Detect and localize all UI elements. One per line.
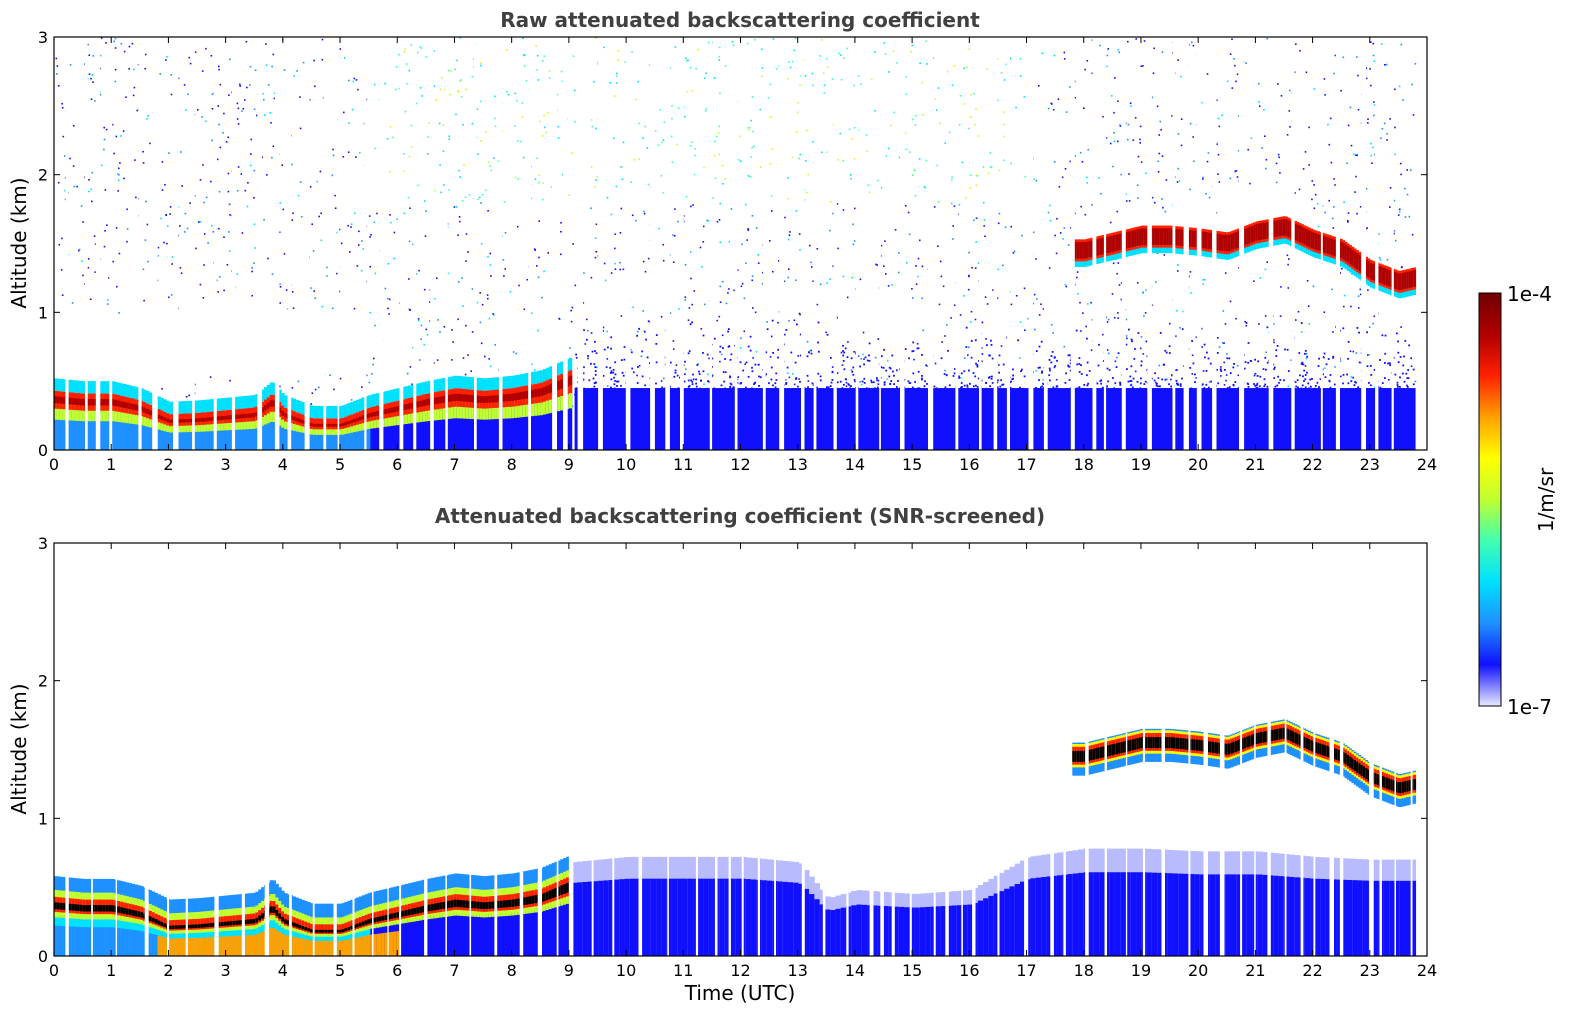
raw-y-axis-label: Altitude (km) bbox=[7, 177, 31, 308]
raw-panel-title: Raw attenuated backscattering coefficien… bbox=[500, 8, 980, 32]
x-tick-label: 23 bbox=[1360, 455, 1380, 474]
screened-cloud-layer bbox=[1072, 719, 1417, 808]
x-tick-label: 21 bbox=[1245, 455, 1265, 474]
x-tick-label: 1 bbox=[106, 961, 116, 980]
raw-heatmap-area bbox=[54, 37, 1427, 450]
x-tick-label: 16 bbox=[959, 455, 979, 474]
x-tick-label: 10 bbox=[616, 961, 636, 980]
raw-backscatter-panel: Raw attenuated backscattering coefficien… bbox=[7, 8, 1437, 474]
screened-low-signal-region bbox=[571, 848, 1417, 956]
x-tick-label: 10 bbox=[616, 455, 636, 474]
x-tick-label: 9 bbox=[564, 961, 574, 980]
x-tick-label: 20 bbox=[1188, 455, 1208, 474]
x-tick-label: 0 bbox=[49, 455, 59, 474]
x-tick-label: 9 bbox=[564, 455, 574, 474]
x-tick-label: 21 bbox=[1245, 961, 1265, 980]
x-tick-label: 19 bbox=[1131, 455, 1151, 474]
y-tick-label: 0 bbox=[38, 947, 48, 966]
colorbar: 1e-4 1e-7 1/m/sr bbox=[1478, 282, 1558, 719]
x-tick-label: 22 bbox=[1302, 961, 1322, 980]
data-gaps bbox=[65, 37, 1427, 450]
x-tick-label: 7 bbox=[449, 961, 459, 980]
raw-axes: 0 1 2 3 4 5 6 7 8 9 10 11 12 13 14 15 16 17 18 19 20 21 22 23 24… bbox=[38, 28, 1437, 474]
x-tick-label: 1 bbox=[106, 455, 116, 474]
x-tick-label: 7 bbox=[449, 455, 459, 474]
x-tick-label: 12 bbox=[730, 961, 750, 980]
x-tick-label: 13 bbox=[788, 961, 808, 980]
colorbar-max-label: 1e-4 bbox=[1507, 282, 1552, 306]
colorbar-gradient bbox=[1478, 292, 1502, 707]
y-tick-label: 2 bbox=[38, 166, 48, 185]
y-tick-label: 2 bbox=[38, 672, 48, 691]
x-tick-label: 22 bbox=[1302, 455, 1322, 474]
x-axis-label: Time (UTC) bbox=[684, 981, 796, 1005]
x-tick-label: 14 bbox=[845, 455, 865, 474]
x-tick-label: 0 bbox=[49, 961, 59, 980]
x-tick-label: 17 bbox=[1016, 455, 1036, 474]
x-tick-label: 2 bbox=[163, 455, 173, 474]
x-tick-label: 15 bbox=[902, 455, 922, 474]
x-tick-label: 2 bbox=[163, 961, 173, 980]
x-tick-label: 5 bbox=[335, 961, 345, 980]
x-tick-label: 5 bbox=[335, 455, 345, 474]
y-tick-label: 3 bbox=[38, 534, 48, 553]
boundary-layer bbox=[54, 357, 573, 450]
y-tick-label: 1 bbox=[38, 809, 48, 828]
x-tick-label: 4 bbox=[278, 455, 288, 474]
x-tick-label: 4 bbox=[278, 961, 288, 980]
x-tick-label: 3 bbox=[221, 961, 231, 980]
y-tick-label: 1 bbox=[38, 303, 48, 322]
x-tick-label: 12 bbox=[730, 455, 750, 474]
x-tick-label: 23 bbox=[1360, 961, 1380, 980]
screened-axes: 0 1 2 3 4 5 6 7 8 9 10 11 12 13 14 15 16 17 18 19 20 21 22 23 24… bbox=[38, 534, 1437, 980]
x-tick-label: 15 bbox=[902, 961, 922, 980]
screened-y-axis-label: Altitude (km) bbox=[7, 683, 31, 814]
y-tick-label: 3 bbox=[38, 28, 48, 47]
x-tick-label: 24 bbox=[1417, 961, 1437, 980]
x-tick-label: 18 bbox=[1074, 961, 1094, 980]
y-tick-label: 0 bbox=[38, 441, 48, 460]
x-tick-label: 16 bbox=[959, 961, 979, 980]
x-tick-label: 11 bbox=[673, 961, 693, 980]
x-tick-label: 8 bbox=[507, 961, 517, 980]
x-tick-label: 3 bbox=[221, 455, 231, 474]
screened-panel-title: Attenuated backscattering coefficient (S… bbox=[435, 504, 1045, 528]
x-tick-label: 14 bbox=[845, 961, 865, 980]
x-tick-label: 18 bbox=[1074, 455, 1094, 474]
screened-heatmap-area bbox=[54, 543, 1427, 956]
x-tick-label: 24 bbox=[1417, 455, 1437, 474]
x-tick-label: 6 bbox=[392, 455, 402, 474]
screened-data-gaps bbox=[65, 543, 1427, 956]
screened-backscatter-panel: Attenuated backscattering coefficient (S… bbox=[7, 504, 1437, 1005]
x-tick-label: 17 bbox=[1016, 961, 1036, 980]
x-tick-label: 19 bbox=[1131, 961, 1151, 980]
x-tick-label: 13 bbox=[788, 455, 808, 474]
x-tick-label: 8 bbox=[507, 455, 517, 474]
colorbar-unit-label: 1/m/sr bbox=[1534, 467, 1558, 532]
x-tick-label: 20 bbox=[1188, 961, 1208, 980]
x-tick-label: 6 bbox=[392, 961, 402, 980]
x-tick-label: 11 bbox=[673, 455, 693, 474]
colorbar-min-label: 1e-7 bbox=[1507, 695, 1552, 719]
